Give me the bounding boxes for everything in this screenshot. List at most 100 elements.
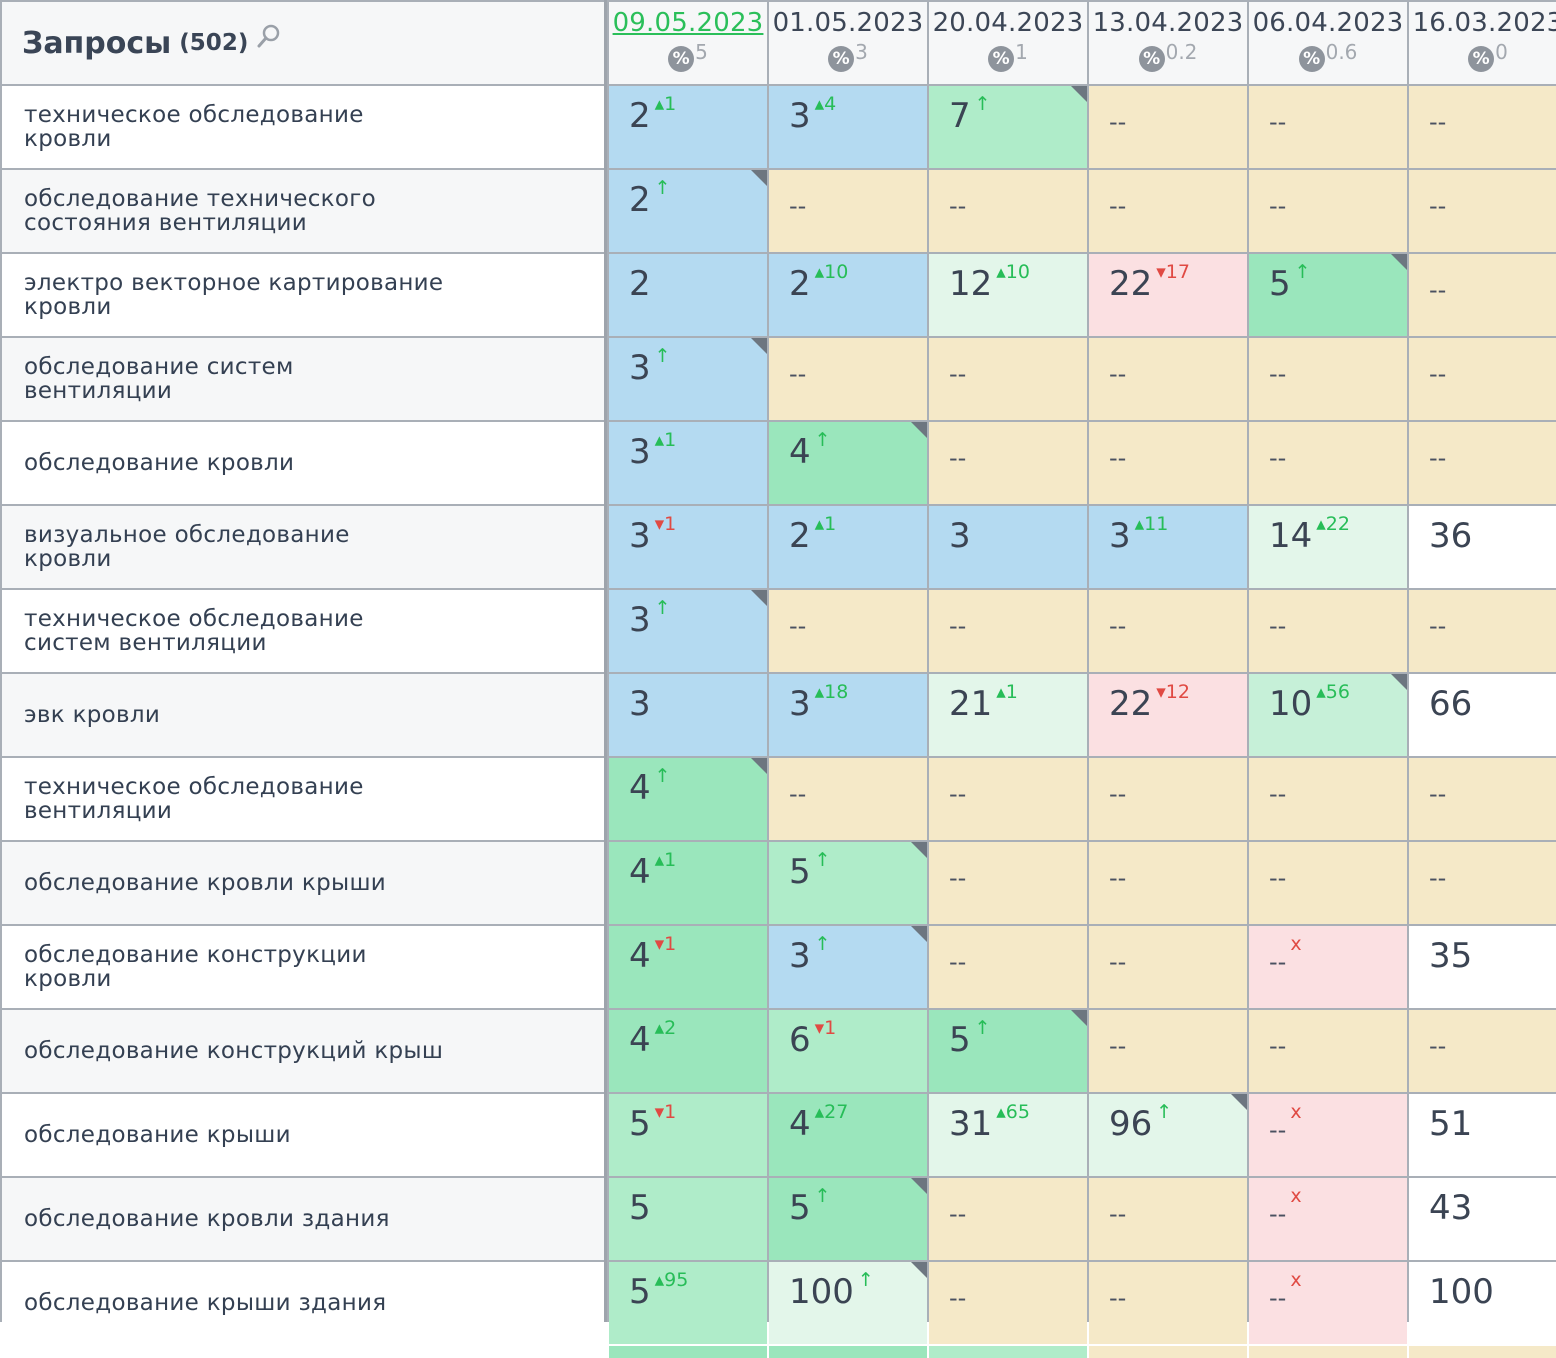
position-cell[interactable]: --x bbox=[1249, 1094, 1407, 1176]
position-cell[interactable]: -- bbox=[929, 842, 1087, 924]
position-cell[interactable]: -- bbox=[1249, 422, 1407, 504]
position-cell[interactable]: 5 ↑ bbox=[769, 1178, 927, 1260]
position-cell[interactable]: -- bbox=[1409, 86, 1556, 168]
position-cell[interactable]: -- bbox=[929, 926, 1087, 1008]
position-cell[interactable]: -- bbox=[1249, 842, 1407, 924]
position-cell[interactable]: 4 ▴2 bbox=[609, 1010, 767, 1092]
position-cell[interactable]: -- bbox=[1249, 86, 1407, 168]
query-cell[interactable]: электро векторное картирование кровли bbox=[2, 254, 607, 336]
position-cell[interactable]: -- bbox=[1249, 758, 1407, 840]
position-cell[interactable]: 3 ▴11 bbox=[1089, 506, 1247, 588]
date-column-header[interactable]: 09.05.2023% 5 bbox=[609, 2, 767, 84]
position-cell[interactable]: -- bbox=[929, 1178, 1087, 1260]
query-cell[interactable]: эвк кровли bbox=[2, 674, 607, 756]
position-cell[interactable]: 3 ▴1 bbox=[609, 422, 767, 504]
position-cell[interactable]: 4 ▾1 bbox=[609, 926, 767, 1008]
position-cell[interactable]: 7 ↑ bbox=[929, 86, 1087, 168]
position-cell[interactable]: -- bbox=[929, 338, 1087, 420]
position-cell[interactable]: -- bbox=[1089, 926, 1247, 1008]
query-cell[interactable]: обследование технического состояния венти… bbox=[2, 170, 607, 252]
query-cell[interactable]: визуальное обследование кровли bbox=[2, 506, 607, 588]
position-cell[interactable]: -- bbox=[1249, 1010, 1407, 1092]
position-cell[interactable]: -- bbox=[1409, 170, 1556, 252]
query-cell[interactable]: обследование конструкций крыш bbox=[2, 1010, 607, 1092]
date-label[interactable]: 09.05.2023 bbox=[612, 8, 764, 38]
position-cell[interactable]: 36 bbox=[1409, 506, 1556, 588]
position-cell[interactable]: 2 bbox=[609, 254, 767, 336]
position-cell[interactable]: 22 ▾17 bbox=[1089, 254, 1247, 336]
position-cell[interactable]: -- bbox=[1249, 170, 1407, 252]
position-cell[interactable]: 21 ▴1 bbox=[929, 674, 1087, 756]
position-cell[interactable]: -- bbox=[1249, 338, 1407, 420]
position-cell[interactable]: -- bbox=[1409, 1010, 1556, 1092]
percent-icon[interactable]: % bbox=[1138, 46, 1165, 72]
position-cell[interactable]: 5 ↑ bbox=[769, 842, 927, 924]
position-cell[interactable]: 14 ▴22 bbox=[1249, 506, 1407, 588]
position-cell[interactable]: -- bbox=[769, 590, 927, 672]
position-cell[interactable]: 2 ▴1 bbox=[609, 86, 767, 168]
position-cell[interactable]: 3 ▾1 bbox=[609, 506, 767, 588]
query-cell[interactable]: обследование крыши здания bbox=[2, 1262, 607, 1344]
position-cell[interactable]: 5 ▴95 bbox=[609, 1262, 767, 1344]
position-cell[interactable]: 66 bbox=[1409, 674, 1556, 756]
position-cell[interactable]: -- bbox=[1089, 758, 1247, 840]
date-column-header[interactable]: 06.04.2023% 0.6 bbox=[1249, 2, 1407, 84]
position-cell[interactable]: --x bbox=[1249, 1178, 1407, 1260]
position-cell[interactable]: -- bbox=[769, 758, 927, 840]
position-cell[interactable]: -- bbox=[1089, 170, 1247, 252]
position-cell[interactable]: 51 bbox=[1409, 1094, 1556, 1176]
position-cell[interactable]: -- bbox=[1089, 1178, 1247, 1260]
position-cell[interactable]: -- bbox=[929, 1262, 1087, 1344]
position-cell[interactable]: -- bbox=[929, 590, 1087, 672]
position-cell[interactable]: 10 ▴56 bbox=[1249, 674, 1407, 756]
date-label[interactable]: 01.05.2023 bbox=[772, 8, 924, 38]
position-cell[interactable]: 31 ▴65 bbox=[929, 1094, 1087, 1176]
date-column-header[interactable]: 20.04.2023% 1 bbox=[929, 2, 1087, 84]
query-cell[interactable]: обследование конструкции кровли bbox=[2, 926, 607, 1008]
position-cell[interactable]: 5 bbox=[609, 1178, 767, 1260]
date-label[interactable]: 06.04.2023 bbox=[1252, 8, 1404, 38]
position-cell[interactable]: 3 bbox=[929, 506, 1087, 588]
percent-icon[interactable]: % bbox=[1298, 46, 1325, 72]
date-label[interactable]: 16.03.2023 bbox=[1412, 8, 1556, 38]
date-label[interactable]: 13.04.2023 bbox=[1092, 8, 1244, 38]
query-cell[interactable]: обследование систем вентиляции bbox=[2, 338, 607, 420]
percent-icon[interactable]: % bbox=[988, 46, 1015, 72]
position-cell[interactable]: 22 ▾12 bbox=[1089, 674, 1247, 756]
query-cell[interactable]: техническое обследование кровли bbox=[2, 86, 607, 168]
position-cell[interactable]: 3 ↑ bbox=[609, 590, 767, 672]
position-cell[interactable]: -- bbox=[929, 170, 1087, 252]
position-cell[interactable]: 5 ▾1 bbox=[609, 1094, 767, 1176]
date-column-header[interactable]: 01.05.2023% 3 bbox=[769, 2, 927, 84]
position-cell[interactable]: 100 bbox=[1409, 1262, 1556, 1344]
position-cell[interactable]: 100 ↑ bbox=[769, 1262, 927, 1344]
query-cell[interactable]: обследование кровли крыши bbox=[2, 842, 607, 924]
position-cell[interactable]: -- bbox=[1409, 758, 1556, 840]
query-cell[interactable]: техническое обследование систем вентиляци… bbox=[2, 590, 607, 672]
position-cell[interactable]: 2 ▴1 bbox=[769, 506, 927, 588]
position-cell[interactable]: 96 ↑ bbox=[1089, 1094, 1247, 1176]
position-cell[interactable]: -- bbox=[1089, 422, 1247, 504]
position-cell[interactable]: 3 ↑ bbox=[609, 338, 767, 420]
position-cell[interactable]: 3 ▴18 bbox=[769, 674, 927, 756]
position-cell[interactable]: 43 bbox=[1409, 1178, 1556, 1260]
position-cell[interactable]: 3 bbox=[609, 674, 767, 756]
date-column-header[interactable]: 13.04.2023% 0.2 bbox=[1089, 2, 1247, 84]
position-cell[interactable]: 4 ▴1 bbox=[609, 842, 767, 924]
percent-icon[interactable]: % bbox=[828, 46, 855, 72]
position-cell[interactable]: -- bbox=[1089, 590, 1247, 672]
position-cell[interactable]: -- bbox=[929, 422, 1087, 504]
position-cell[interactable]: -- bbox=[1089, 1262, 1247, 1344]
position-cell[interactable]: -- bbox=[1409, 422, 1556, 504]
query-cell[interactable]: обследование крыши bbox=[2, 1094, 607, 1176]
date-column-header[interactable]: 16.03.2023% 0 bbox=[1409, 2, 1556, 84]
position-cell[interactable]: -- bbox=[1089, 842, 1247, 924]
position-cell[interactable]: 4 ↑ bbox=[769, 422, 927, 504]
query-cell[interactable]: техническое обследование вентиляции bbox=[2, 758, 607, 840]
position-cell[interactable]: 2 ↑ bbox=[609, 170, 767, 252]
position-cell[interactable]: -- bbox=[1409, 842, 1556, 924]
position-cell[interactable]: -- bbox=[769, 338, 927, 420]
position-cell[interactable]: 35 bbox=[1409, 926, 1556, 1008]
search-icon[interactable] bbox=[256, 23, 282, 49]
position-cell[interactable]: -- bbox=[1089, 1010, 1247, 1092]
